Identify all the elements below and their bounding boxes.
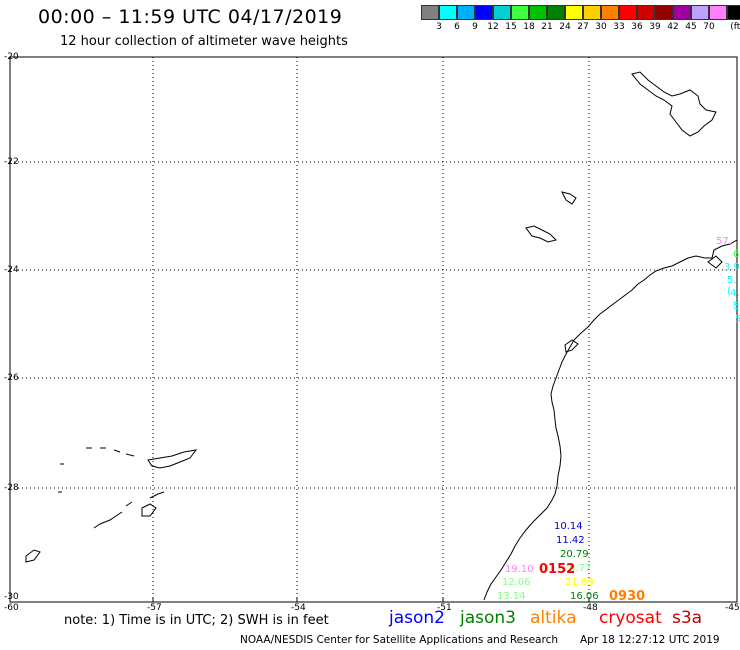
wave-height-value: 5 xyxy=(735,314,740,325)
legend-label: 15 xyxy=(505,22,517,32)
color-legend xyxy=(421,5,740,20)
map-frame xyxy=(9,56,738,603)
legend-swatch xyxy=(421,5,439,20)
legend-label: 9 xyxy=(472,22,478,32)
legend-label: 33 xyxy=(613,22,625,32)
wave-height-value: 20.79 xyxy=(560,549,589,560)
lon-label: -51 xyxy=(437,603,452,613)
satellite-cryosat-label: cryosat xyxy=(599,608,662,628)
pass-time-label: 0152 xyxy=(539,562,576,577)
lon-label: -57 xyxy=(147,603,162,613)
lat-label: -30 xyxy=(4,592,19,602)
wave-height-value: 11.42 xyxy=(556,535,585,546)
legend-label: 42 xyxy=(667,22,679,32)
offshore-island xyxy=(86,447,135,457)
legend-swatch xyxy=(529,5,547,20)
legend-label: 3 xyxy=(436,22,442,32)
wave-height-value: 5.( xyxy=(727,275,737,297)
wave-height-value: 19.10 xyxy=(505,564,534,575)
coastline xyxy=(483,239,738,601)
legend-swatch xyxy=(655,5,673,20)
legend-label: 12 xyxy=(487,22,499,32)
lat-label: -20 xyxy=(4,52,19,62)
legend-swatch xyxy=(637,5,655,20)
lon-label: -48 xyxy=(583,603,598,613)
note-text: note: 1) Time is in UTC; 2) SWH is in fe… xyxy=(64,613,329,628)
timestamp-text: Apr 18 12:27:12 UTC 2019 xyxy=(580,634,720,646)
wave-height-value: 8.77 xyxy=(569,563,592,574)
wave-height-value: 10.14 xyxy=(554,521,583,532)
offshore-island xyxy=(58,463,64,493)
legend-swatch xyxy=(475,5,493,20)
legend-swatch xyxy=(691,5,709,20)
offshore-island xyxy=(525,225,557,243)
wave-height-value: 13.14 xyxy=(497,591,526,602)
legend-label: 36 xyxy=(631,22,643,32)
offshore-island xyxy=(147,449,198,469)
offshore-island xyxy=(25,549,41,563)
credit-text: NOAA/NESDIS Center for Satellite Applica… xyxy=(240,634,558,646)
legend-label: 27 xyxy=(577,22,589,32)
chart-title: 00:00 – 11:59 UTC 04/17/2019 xyxy=(38,6,343,28)
legend-label: 18 xyxy=(523,22,535,32)
offshore-island xyxy=(93,491,165,529)
wave-height-value: 57. xyxy=(716,236,732,247)
map-gridlines xyxy=(10,57,737,602)
lon-label: -54 xyxy=(291,603,306,613)
satellite-s3a-label: s3a xyxy=(672,608,703,628)
pass-time-label: 0930 xyxy=(609,589,646,604)
legend-swatch xyxy=(727,5,740,20)
legend-label: 39 xyxy=(649,22,661,32)
legend-label: 6 xyxy=(454,22,460,32)
legend-swatch xyxy=(547,5,565,20)
offshore-island xyxy=(141,503,157,517)
legend-swatch xyxy=(511,5,529,20)
legend-unit: (ft) xyxy=(730,22,740,32)
lon-label: -45 xyxy=(725,603,740,613)
chart-subtitle: 12 hour collection of altimeter wave hei… xyxy=(60,34,348,49)
legend-swatch xyxy=(493,5,511,20)
wave-height-value: 21.69 xyxy=(565,577,594,588)
wave-height-value: 6 xyxy=(733,249,740,260)
wave-height-value: 3.9 xyxy=(724,262,740,273)
legend-label: 45 xyxy=(685,22,697,32)
satellite-jason2-label: jason2 xyxy=(389,608,445,628)
legend-label: 30 xyxy=(595,22,607,32)
wave-height-value: 5 xyxy=(733,301,740,312)
legend-label: 21 xyxy=(541,22,553,32)
lon-label: -60 xyxy=(4,603,19,613)
lat-label: -28 xyxy=(4,483,19,493)
satellite-jason3-label: jason3 xyxy=(460,608,516,628)
legend-swatch xyxy=(583,5,601,20)
legend-label: 24 xyxy=(559,22,571,32)
coastal-bay xyxy=(707,255,723,269)
offshore-island xyxy=(631,71,717,137)
legend-label: 70 xyxy=(703,22,715,32)
wave-height-value: 16.06 xyxy=(570,591,599,602)
lat-label: -26 xyxy=(4,373,19,383)
legend-swatch xyxy=(565,5,583,20)
lat-label: -22 xyxy=(4,157,19,167)
wave-height-value: 12.06 xyxy=(502,577,531,588)
coastal-bay xyxy=(564,339,579,353)
satellite-altika-label: altika xyxy=(530,608,577,628)
legend-swatch xyxy=(673,5,691,20)
legend-swatch xyxy=(457,5,475,20)
lat-label: -24 xyxy=(4,265,19,275)
legend-swatch xyxy=(439,5,457,20)
legend-swatch xyxy=(709,5,727,20)
wave-height-value: 4. xyxy=(730,288,740,299)
offshore-island xyxy=(561,191,577,205)
legend-swatch xyxy=(619,5,637,20)
legend-swatch xyxy=(601,5,619,20)
